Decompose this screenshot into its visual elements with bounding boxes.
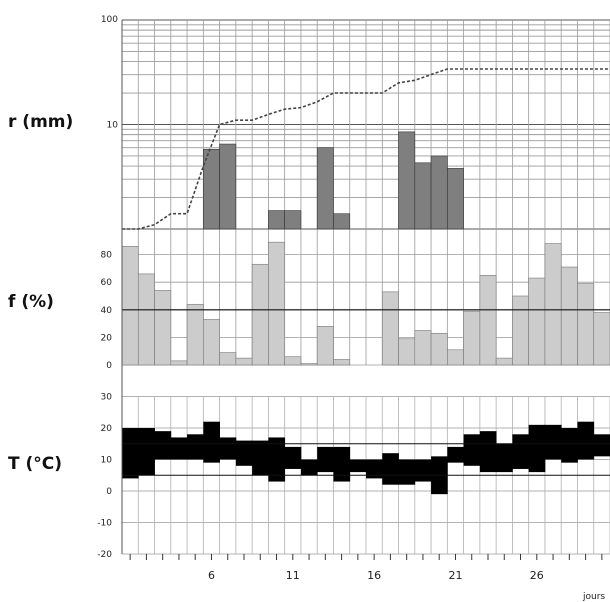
humidity-tick-label: 20	[101, 333, 113, 343]
humidity-bar	[235, 357, 253, 366]
humidity-bar	[203, 319, 220, 366]
temperature-range-bar	[349, 459, 367, 473]
humidity-bar	[381, 291, 399, 366]
rain-bar	[316, 147, 334, 230]
temperature-range-bar	[187, 434, 204, 460]
temperature-range-bar	[528, 424, 546, 473]
humidity-bar	[528, 277, 546, 366]
humidity-bar	[430, 332, 448, 366]
temperature-range-bar	[463, 434, 481, 466]
temperature-tick-label: 30	[101, 393, 113, 403]
rain-cumulative-line	[122, 68, 610, 230]
temperature-range-bar	[203, 421, 220, 463]
temperature-range-bar	[284, 446, 302, 469]
humidity-tick-label: 0	[106, 361, 112, 371]
temperature-range-bar	[447, 446, 464, 463]
humidity-bar	[170, 360, 188, 366]
humidity-bar	[414, 330, 432, 366]
humidity-bar	[284, 356, 302, 366]
temperature-range-bar	[512, 434, 530, 469]
x-axis-unit-label: jours	[582, 592, 605, 602]
humidity-bar	[577, 283, 595, 366]
humidity-bar	[300, 363, 318, 366]
humidity-bar	[560, 266, 578, 366]
humidity-tick-label: 40	[101, 306, 113, 316]
temperature-range-bar	[577, 421, 595, 460]
humidity-bar	[447, 349, 464, 366]
humidity-bar	[121, 246, 139, 366]
bars-layer	[121, 131, 610, 495]
humidity-bar	[398, 338, 416, 366]
rain-bar	[284, 210, 302, 230]
temperature-range-bar	[300, 459, 318, 476]
humidity-bar	[219, 352, 237, 366]
temperature-range-bar	[235, 440, 253, 466]
humidity-bar	[154, 290, 172, 366]
humidity-bar	[544, 243, 562, 366]
x-tick-label: 26	[530, 569, 544, 582]
temperature-tick-label: -20	[97, 550, 112, 560]
humidity-bar	[316, 326, 334, 366]
rain-axis-label: r (mm)	[8, 112, 74, 132]
temperature-tick-label: -10	[97, 519, 112, 529]
rain-bar	[430, 155, 448, 230]
humidity-tick-label: 80	[101, 251, 113, 261]
x-tick-label: 6	[208, 569, 215, 582]
temperature-range-bar	[268, 437, 286, 482]
rain-tick-label: 100	[101, 15, 118, 25]
humidity-bar	[333, 359, 351, 366]
temperature-range-bar	[593, 434, 610, 457]
x-tick-label: 11	[286, 569, 300, 582]
temperature-tick-label: 0	[106, 487, 112, 497]
rain-bar	[333, 213, 351, 230]
humidity-bar	[137, 273, 155, 366]
temperature-range-bar	[544, 424, 562, 460]
humidity-bar	[251, 263, 269, 366]
rain-bar	[447, 168, 464, 230]
temperature-axis-label: T (°C)	[8, 454, 63, 474]
temperature-range-bar	[122, 428, 139, 479]
temperature-range-bar	[138, 428, 155, 476]
humidity-tick-label: 60	[101, 278, 113, 288]
temperature-range-bar	[317, 446, 334, 473]
temperature-range-bar	[382, 453, 399, 485]
humidity-bar	[593, 312, 610, 366]
temperature-tick-label: 20	[101, 424, 113, 434]
temperature-range-bar	[366, 459, 383, 479]
humidity-bar	[495, 357, 513, 366]
humidity-bar	[479, 274, 497, 366]
humidity-bar	[186, 303, 204, 366]
x-tick-label: 16	[367, 569, 381, 582]
rain-bar	[268, 210, 285, 230]
humidity-bar	[463, 310, 481, 366]
temperature-range-bar	[398, 459, 416, 485]
temperature-range-bar	[154, 431, 172, 460]
rain-tick-label: 10	[107, 121, 119, 131]
rain-bar	[398, 131, 416, 230]
temperature-range-bar	[252, 440, 269, 476]
humidity-axis-label: f (%)	[8, 292, 54, 312]
temperature-tick-label: 10	[101, 456, 113, 466]
temperature-range-bar	[479, 431, 497, 473]
x-tick-label: 21	[448, 569, 462, 582]
rain-bar	[414, 162, 432, 230]
temperature-range-bar	[219, 437, 237, 460]
temperature-range-bar	[414, 459, 432, 482]
temperature-range-bar	[496, 443, 513, 473]
rain-bar	[219, 143, 237, 230]
temperature-range-bar	[561, 428, 578, 463]
humidity-bar	[512, 295, 529, 366]
rain-bar	[203, 148, 220, 230]
temperature-range-bar	[170, 437, 188, 460]
humidity-bar	[268, 241, 285, 366]
temperature-range-bar	[333, 446, 351, 482]
reference-layer	[121, 20, 610, 560]
